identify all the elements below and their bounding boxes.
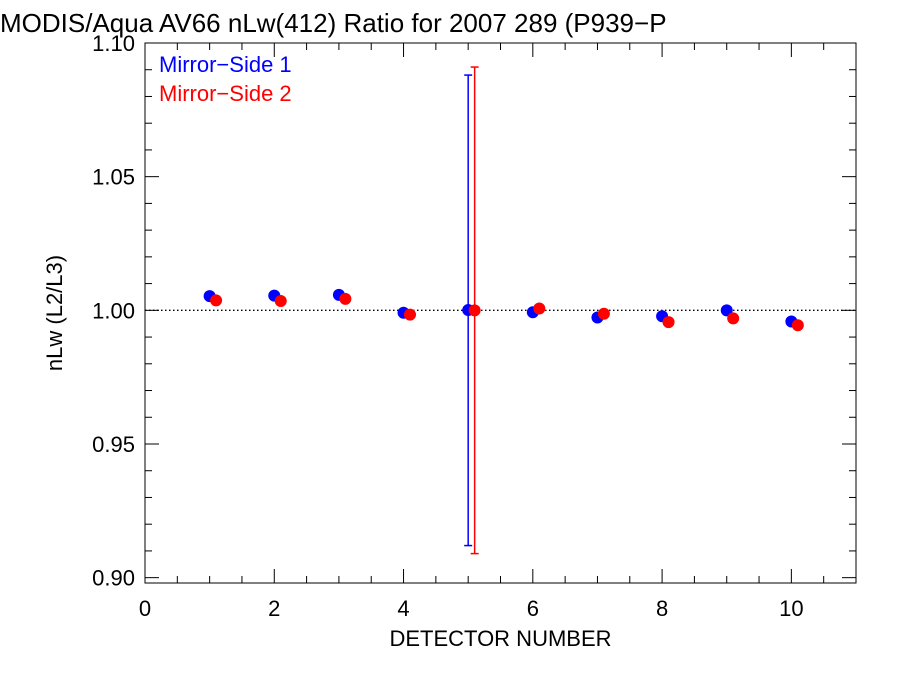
y-tick-label: 1.05	[92, 165, 135, 190]
legend-entry-mirror-side-1: Mirror−Side 1	[159, 52, 292, 77]
y-axis-title: nLw (L2/L3)	[42, 255, 67, 371]
data-point-series-2	[468, 304, 481, 317]
y-tick-label: 0.90	[92, 566, 135, 591]
data-point-series-2	[339, 292, 352, 305]
x-axis-title: DETECTOR NUMBER	[389, 626, 611, 651]
x-tick-label: 0	[139, 596, 151, 621]
legend-entry-mirror-side-2: Mirror−Side 2	[159, 81, 292, 106]
legend: Mirror−Side 1 Mirror−Side 2	[159, 52, 292, 106]
x-tick-label: 6	[527, 596, 539, 621]
data-point-series-2	[597, 307, 610, 320]
x-tick-label: 2	[268, 596, 280, 621]
data-point-series-2	[404, 308, 417, 321]
x-tick-label: 8	[656, 596, 668, 621]
data-point-series-2	[533, 302, 546, 315]
y-tick-label: 1.00	[92, 298, 135, 323]
data-point-series-2	[727, 312, 740, 325]
data-point-series-2	[662, 316, 675, 329]
data-point-series-1	[720, 304, 733, 317]
plot-area: 0 2 4 6 8 10 0.90 0.95 1.00 1.05 1.10	[92, 31, 857, 621]
x-tick-label: 4	[397, 596, 409, 621]
data-point-series-2	[791, 319, 804, 332]
plot-frame	[144, 42, 857, 584]
y-tick-label: 1.10	[92, 31, 135, 56]
y-tick-label: 0.95	[92, 432, 135, 457]
data-point-series-2	[274, 294, 287, 307]
x-tick-label: 10	[779, 596, 803, 621]
data-point-series-2	[210, 294, 223, 307]
chart-title: MODIS/Aqua AV66 nLw(412) Ratio for 2007 …	[0, 8, 667, 38]
